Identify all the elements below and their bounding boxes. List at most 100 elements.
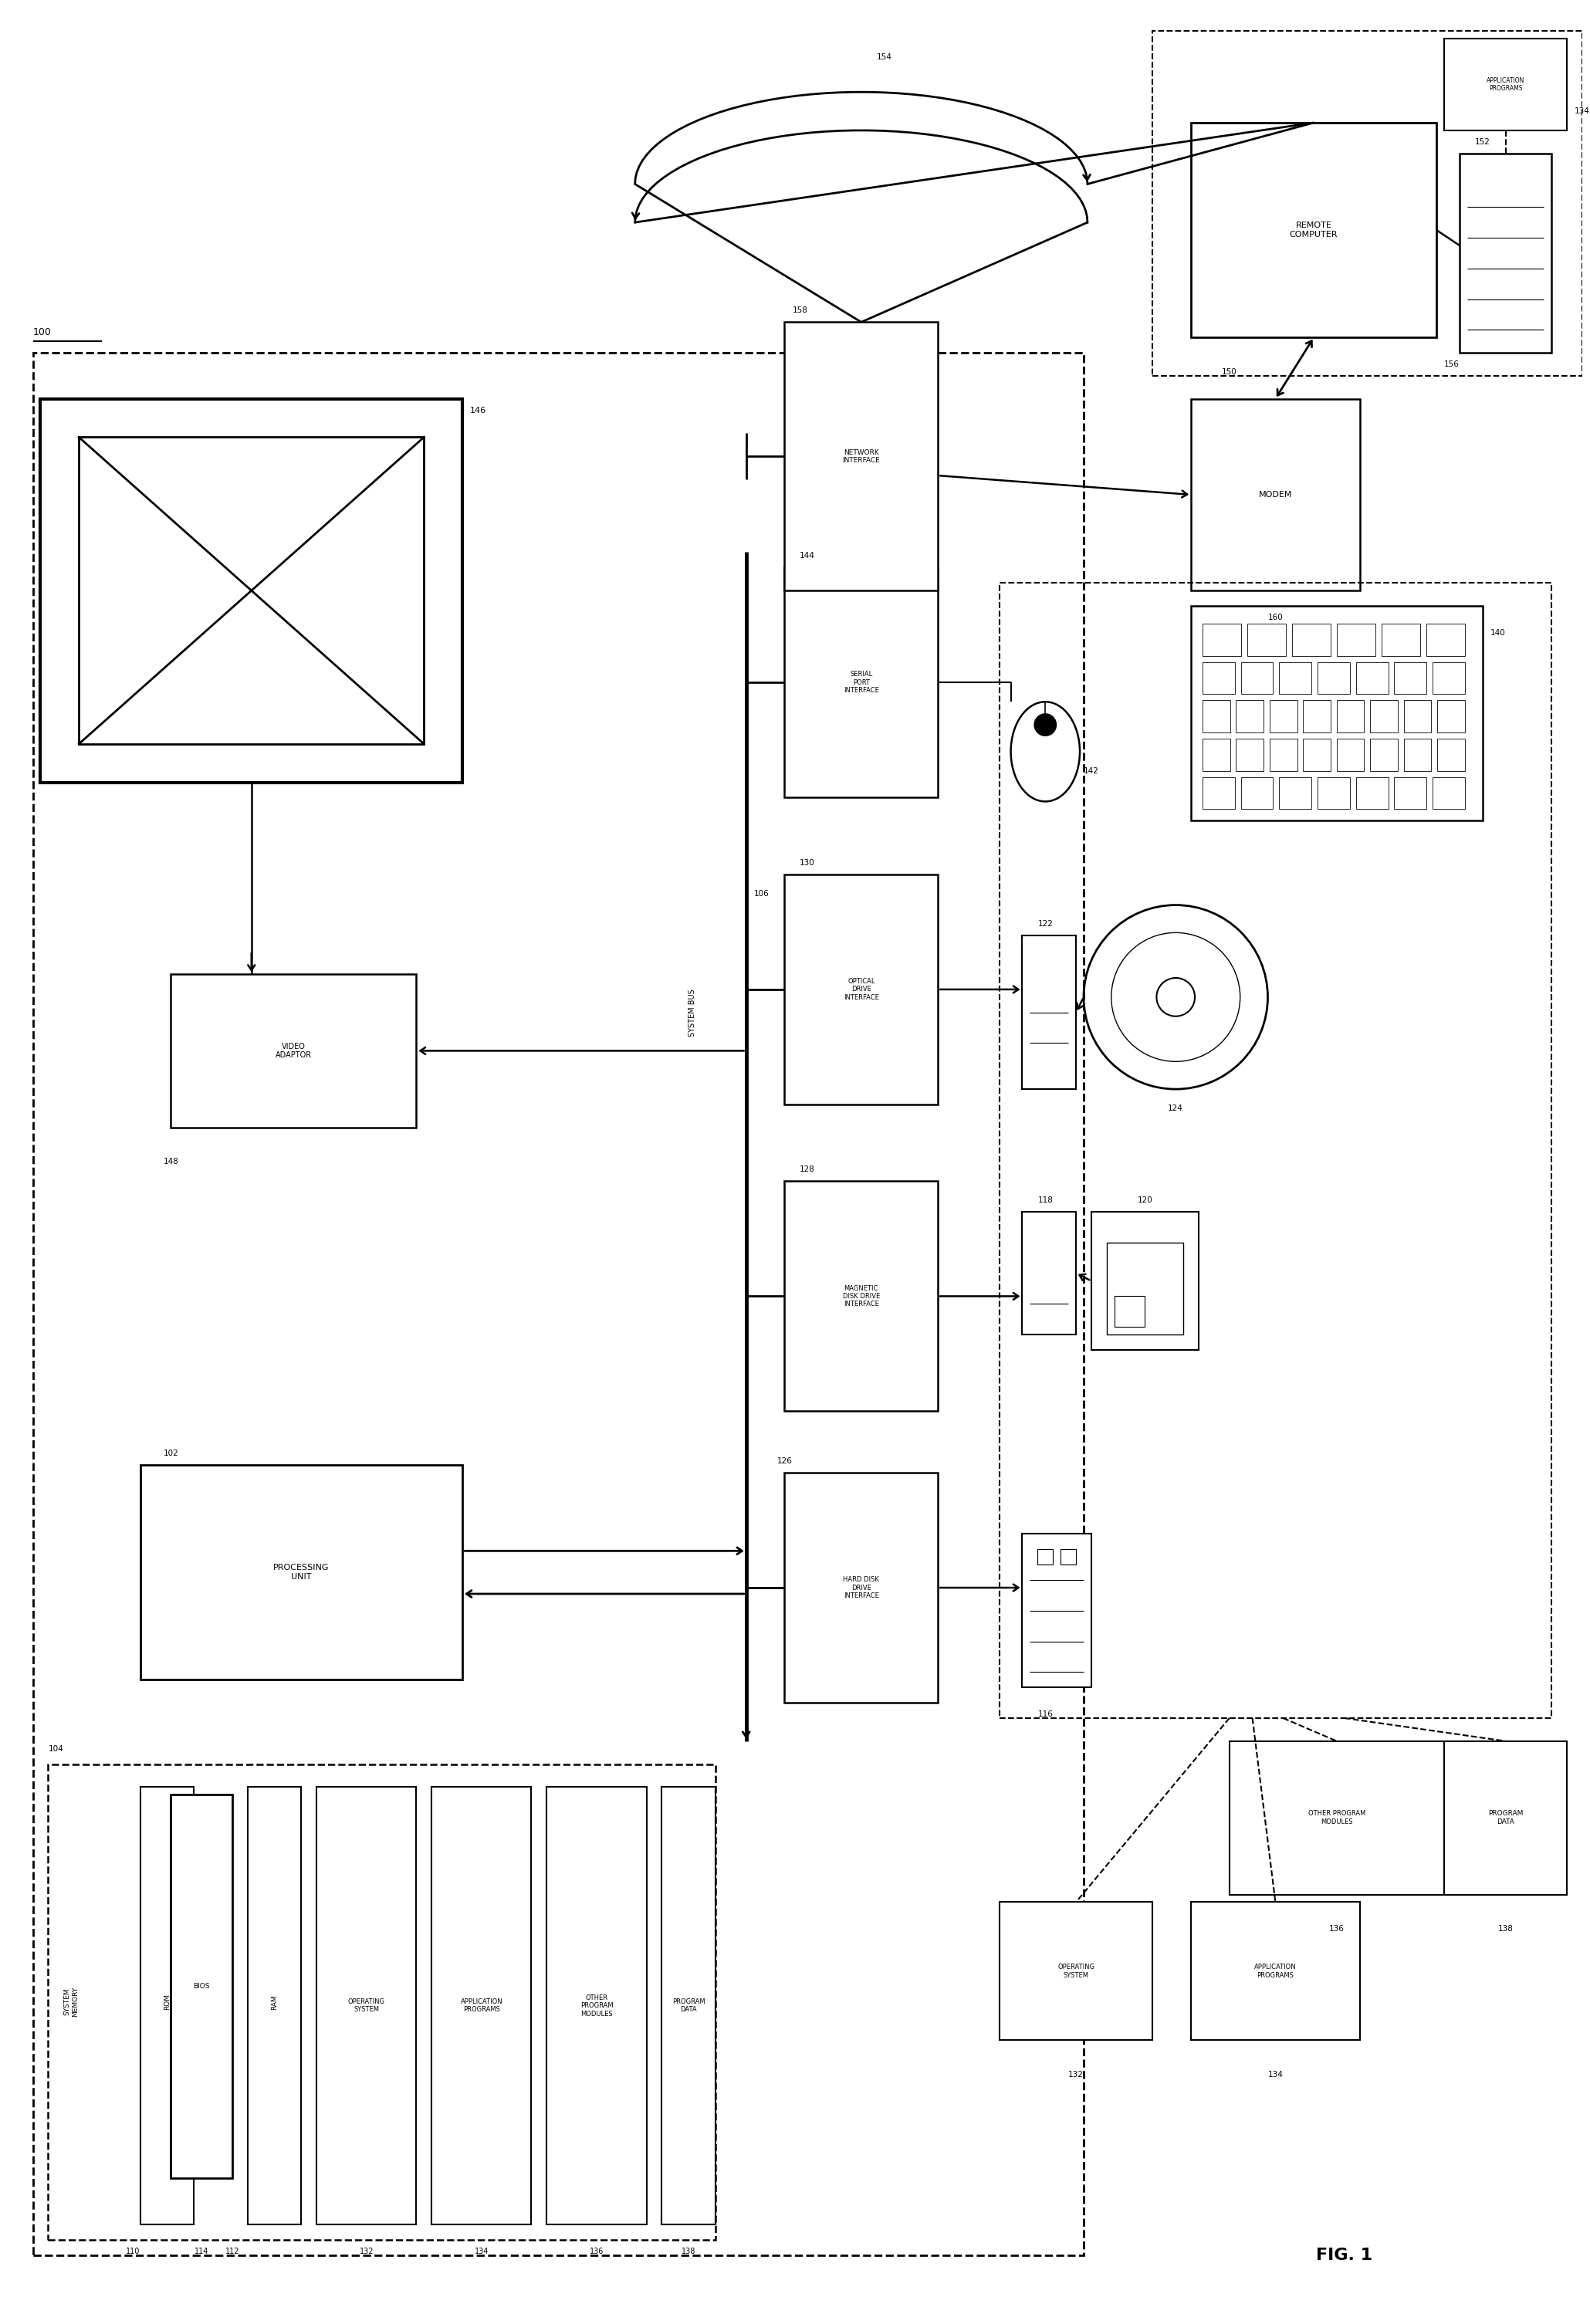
Bar [1371, 700, 1398, 732]
Bar [1202, 739, 1231, 772]
Bar [248, 1787, 301, 2224]
Bar [1115, 1297, 1145, 1327]
Text: 150: 150 [1221, 367, 1237, 376]
Text: BIOS: BIOS [194, 1982, 210, 1989]
Bar [1318, 776, 1350, 809]
Bar [1337, 623, 1375, 655]
Bar [1356, 776, 1388, 809]
Text: 112: 112 [226, 2247, 240, 2254]
Bar [1437, 700, 1464, 732]
Text: 148: 148 [164, 1157, 178, 1167]
Bar [1061, 1550, 1076, 1564]
Bar [1280, 662, 1312, 695]
Text: OPERATING
SYSTEM: OPERATING SYSTEM [1057, 1964, 1094, 1978]
Bar [1394, 662, 1426, 695]
Bar [1202, 776, 1235, 809]
Bar [1229, 1741, 1444, 1894]
Bar [33, 353, 1084, 2254]
Bar [1038, 1550, 1053, 1564]
Text: SERIAL
PORT
INTERFACE: SERIAL PORT INTERFACE [844, 672, 879, 695]
Bar [1235, 739, 1264, 772]
Bar [1337, 700, 1364, 732]
Bar [1191, 1901, 1359, 2040]
Text: 100: 100 [33, 328, 51, 337]
Bar [661, 1787, 716, 2224]
Bar [1433, 776, 1464, 809]
Text: 152: 152 [1476, 137, 1490, 146]
Bar [1247, 623, 1286, 655]
Text: 154: 154 [876, 53, 892, 60]
Bar [1337, 739, 1364, 772]
Bar [1356, 662, 1388, 695]
Text: 140: 140 [1490, 630, 1506, 637]
Bar [1433, 662, 1464, 695]
Bar [170, 1794, 232, 2178]
Text: FIG. 1: FIG. 1 [1317, 2247, 1372, 2264]
Bar [48, 1764, 716, 2240]
Bar [1191, 123, 1436, 337]
Bar [784, 567, 938, 797]
Text: 110: 110 [126, 2247, 140, 2254]
Text: 134: 134 [1574, 107, 1590, 114]
Text: MAGNETIC
DISK DRIVE
INTERFACE: MAGNETIC DISK DRIVE INTERFACE [843, 1285, 879, 1308]
Text: 128: 128 [800, 1167, 816, 1174]
Text: 158: 158 [792, 307, 808, 314]
Bar [1240, 662, 1274, 695]
Bar [431, 1787, 531, 2224]
Text: 138: 138 [1498, 1924, 1514, 1934]
Bar [1107, 1243, 1183, 1334]
Bar [1191, 400, 1359, 590]
Bar [140, 1787, 194, 2224]
Bar [1270, 700, 1297, 732]
Text: 124: 124 [1169, 1104, 1183, 1113]
Text: 134: 134 [474, 2247, 488, 2254]
Text: 122: 122 [1038, 920, 1053, 927]
Bar [1022, 937, 1076, 1090]
Bar [784, 874, 938, 1104]
Text: 104: 104 [48, 1745, 64, 1752]
Bar [999, 583, 1552, 1717]
Bar [1444, 1741, 1566, 1894]
Bar [1280, 776, 1312, 809]
Text: 138: 138 [682, 2247, 696, 2254]
Text: 106: 106 [754, 890, 770, 897]
Text: MODEM: MODEM [1259, 490, 1293, 500]
Text: 136: 136 [590, 2247, 604, 2254]
Bar [1304, 739, 1331, 772]
Text: PROGRAM
DATA: PROGRAM DATA [1488, 1810, 1523, 1824]
Bar [1318, 662, 1350, 695]
Text: 134: 134 [1267, 2071, 1283, 2078]
Text: 102: 102 [164, 1450, 178, 1457]
Bar [1371, 739, 1398, 772]
Bar [140, 1464, 463, 1680]
Bar [1293, 623, 1331, 655]
Text: 114: 114 [194, 2247, 208, 2254]
Bar [784, 323, 938, 590]
Bar [1240, 776, 1274, 809]
Bar [1202, 700, 1231, 732]
Bar [1382, 623, 1420, 655]
Text: PROCESSING
UNIT: PROCESSING UNIT [273, 1564, 329, 1580]
Circle shape [1034, 713, 1057, 737]
Text: PROGRAM
DATA: PROGRAM DATA [673, 1999, 704, 2013]
Text: 144: 144 [800, 553, 816, 560]
Bar [784, 1473, 938, 1703]
Text: APPLICATION
PROGRAMS: APPLICATION PROGRAMS [1487, 77, 1525, 93]
Text: RAM: RAM [270, 1994, 278, 2010]
Bar [316, 1787, 417, 2224]
Text: 118: 118 [1038, 1197, 1053, 1204]
Bar [547, 1787, 647, 2224]
Text: ROM: ROM [164, 1994, 170, 2010]
Bar [1191, 607, 1482, 820]
Text: 116: 116 [1038, 1710, 1053, 1717]
Text: 160: 160 [1267, 614, 1283, 621]
Bar [40, 400, 463, 783]
Bar [1444, 37, 1566, 130]
Bar [1394, 776, 1426, 809]
Text: OPERATING
SYSTEM: OPERATING SYSTEM [348, 1999, 385, 2013]
Bar [1404, 739, 1431, 772]
Text: HARD DISK
DRIVE
INTERFACE: HARD DISK DRIVE INTERFACE [843, 1576, 879, 1599]
Bar [1022, 1211, 1076, 1334]
Bar [1235, 700, 1264, 732]
Bar [1202, 623, 1242, 655]
